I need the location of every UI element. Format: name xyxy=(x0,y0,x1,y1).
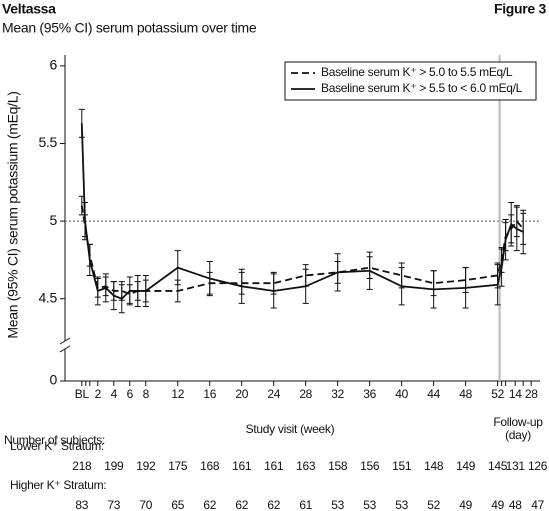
chart-title: Veltassa xyxy=(2,1,56,17)
subject-count: 62 xyxy=(235,498,248,511)
legend-label: Baseline serum K⁺ > 5.5 to < 6.0 mEq/L xyxy=(321,81,523,95)
x-tick-label: 2 xyxy=(95,387,102,401)
x-tick-label: 8 xyxy=(143,387,150,401)
subject-count: 161 xyxy=(264,459,284,473)
subject-count: 65 xyxy=(171,498,184,511)
subject-count: 48 xyxy=(509,498,522,511)
subject-count: 218 xyxy=(72,459,92,473)
y-tick-label: 0 xyxy=(50,372,58,388)
subject-row-label: Lower K⁺ Stratum: xyxy=(10,439,104,453)
x-tick-label: 52 xyxy=(491,387,504,401)
subject-count: 161 xyxy=(232,459,252,473)
series-line xyxy=(80,123,524,300)
y-tick-label: 6 xyxy=(50,57,58,73)
chart-subtitle: Mean (95% CI) serum potassium over time xyxy=(2,20,257,36)
subject-count: 53 xyxy=(363,498,376,511)
x-tick-label: 16 xyxy=(203,387,216,401)
subject-count: 163 xyxy=(296,459,316,473)
y-axis-label: Mean (95% CI) serum potassium (mEq/L) xyxy=(5,91,21,338)
subject-count: 168 xyxy=(200,459,220,473)
x-tick-label: 36 xyxy=(363,387,376,401)
x-tick-label: 24 xyxy=(267,387,280,401)
subject-count: 126 xyxy=(528,459,548,473)
subject-count: 62 xyxy=(203,498,216,511)
subject-count: 145 xyxy=(488,459,508,473)
x-tick-label: 12 xyxy=(171,387,184,401)
x-tick-label: 44 xyxy=(427,387,440,401)
subject-count: 158 xyxy=(328,459,348,473)
x-tick-label: 14 xyxy=(509,387,522,401)
figure-label: Figure 3 xyxy=(494,1,547,17)
legend-label: Baseline serum K⁺ > 5.0 to 5.5 mEq/L xyxy=(321,65,513,79)
x-tick-label: BL xyxy=(75,387,90,401)
y-tick-label: 5.5 xyxy=(38,134,57,150)
y-tick-label: 5 xyxy=(50,212,58,228)
y-tick-label: 4.5 xyxy=(38,289,57,305)
subject-row-label: Higher K⁺ Stratum: xyxy=(10,478,106,492)
subject-count: 47 xyxy=(531,498,544,511)
axis-break xyxy=(59,337,71,345)
subject-count: 70 xyxy=(139,498,152,511)
x-tick-label: 4 xyxy=(111,387,118,401)
subject-count: 62 xyxy=(267,498,280,511)
subject-count: 49 xyxy=(459,498,472,511)
subject-count: 52 xyxy=(427,498,440,511)
legend-box xyxy=(284,61,537,101)
subject-count: 175 xyxy=(168,459,188,473)
series-line xyxy=(80,205,524,296)
subject-count: 49 xyxy=(491,498,504,511)
subject-count: 73 xyxy=(107,498,120,511)
x-tick-label: 32 xyxy=(331,387,344,401)
subject-count: 199 xyxy=(104,459,124,473)
subject-count: 53 xyxy=(395,498,408,511)
subject-count: 156 xyxy=(360,459,380,473)
x-tick-label: 48 xyxy=(459,387,472,401)
subject-count: 192 xyxy=(136,459,156,473)
followup-label: Follow-up xyxy=(493,415,543,429)
subject-table-title: Number of subjects: xyxy=(4,433,105,447)
x-tick-label: 28 xyxy=(299,387,312,401)
subject-count: 83 xyxy=(75,498,88,511)
subject-count: 148 xyxy=(424,459,444,473)
x-tick-label: 6 xyxy=(127,387,134,401)
subject-count: 149 xyxy=(456,459,476,473)
x-tick-label: 28 xyxy=(525,387,538,401)
subject-count: 151 xyxy=(392,459,412,473)
x-tick-label: 20 xyxy=(235,387,248,401)
subject-count: 131 xyxy=(506,459,526,473)
subject-count: 53 xyxy=(331,498,344,511)
x-tick-label: 40 xyxy=(395,387,408,401)
subject-count: 61 xyxy=(299,498,312,511)
followup-label: (day) xyxy=(505,428,531,442)
x-axis-label: Study visit (week) xyxy=(246,422,335,436)
axis-break xyxy=(59,345,71,353)
